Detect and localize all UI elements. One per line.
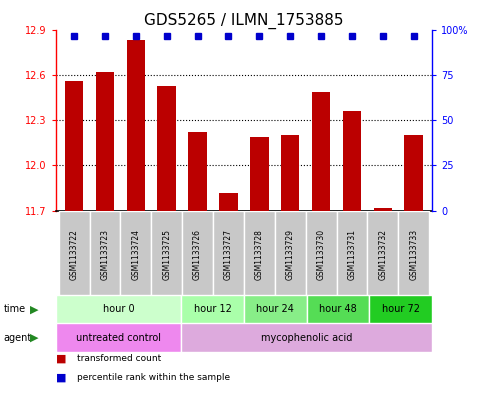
Bar xyxy=(312,92,330,211)
Text: transformed count: transformed count xyxy=(77,354,161,363)
Bar xyxy=(96,72,114,211)
Text: GSM1133727: GSM1133727 xyxy=(224,229,233,280)
Bar xyxy=(307,295,369,323)
Bar xyxy=(306,211,337,295)
Bar xyxy=(244,211,275,295)
Bar xyxy=(213,211,244,295)
Bar xyxy=(58,211,89,295)
Bar xyxy=(120,211,151,295)
Text: time: time xyxy=(4,304,26,314)
Bar xyxy=(404,135,423,211)
Bar xyxy=(65,81,84,211)
Text: percentile rank within the sample: percentile rank within the sample xyxy=(77,373,230,382)
Bar xyxy=(89,211,120,295)
Bar xyxy=(398,211,429,295)
Bar xyxy=(181,323,432,352)
Text: agent: agent xyxy=(4,332,32,343)
Text: hour 12: hour 12 xyxy=(194,304,231,314)
Text: GSM1133725: GSM1133725 xyxy=(162,229,171,280)
Bar xyxy=(188,132,207,211)
Bar xyxy=(343,111,361,211)
Text: GSM1133726: GSM1133726 xyxy=(193,229,202,280)
Bar xyxy=(56,323,181,352)
Bar xyxy=(368,211,398,295)
Text: GSM1133729: GSM1133729 xyxy=(286,229,295,280)
Text: GSM1133724: GSM1133724 xyxy=(131,229,141,280)
Text: ▶: ▶ xyxy=(30,332,39,343)
Bar xyxy=(369,295,432,323)
Text: GSM1133722: GSM1133722 xyxy=(70,229,79,280)
Text: ▶: ▶ xyxy=(30,304,39,314)
Bar xyxy=(244,295,307,323)
Bar xyxy=(182,211,213,295)
Text: untreated control: untreated control xyxy=(76,332,161,343)
Text: GSM1133730: GSM1133730 xyxy=(317,229,326,280)
Text: ■: ■ xyxy=(56,354,66,364)
Text: GSM1133728: GSM1133728 xyxy=(255,229,264,280)
Title: GDS5265 / ILMN_1753885: GDS5265 / ILMN_1753885 xyxy=(144,12,344,29)
Text: GSM1133723: GSM1133723 xyxy=(100,229,110,280)
Bar xyxy=(157,86,176,211)
Text: hour 0: hour 0 xyxy=(102,304,134,314)
Bar xyxy=(219,193,238,211)
Bar xyxy=(275,211,306,295)
Bar xyxy=(56,295,181,323)
Bar xyxy=(281,135,299,211)
Text: hour 48: hour 48 xyxy=(319,304,357,314)
Text: GSM1133732: GSM1133732 xyxy=(378,229,387,280)
Bar xyxy=(250,137,269,211)
Bar xyxy=(127,40,145,211)
Text: hour 72: hour 72 xyxy=(382,304,420,314)
Bar xyxy=(337,211,368,295)
Bar xyxy=(151,211,182,295)
Text: ■: ■ xyxy=(56,373,66,382)
Text: GSM1133731: GSM1133731 xyxy=(347,229,356,280)
Bar xyxy=(374,208,392,211)
Text: mycophenolic acid: mycophenolic acid xyxy=(261,332,353,343)
Bar xyxy=(181,295,244,323)
Text: GSM1133733: GSM1133733 xyxy=(409,229,418,280)
Text: hour 24: hour 24 xyxy=(256,304,294,314)
